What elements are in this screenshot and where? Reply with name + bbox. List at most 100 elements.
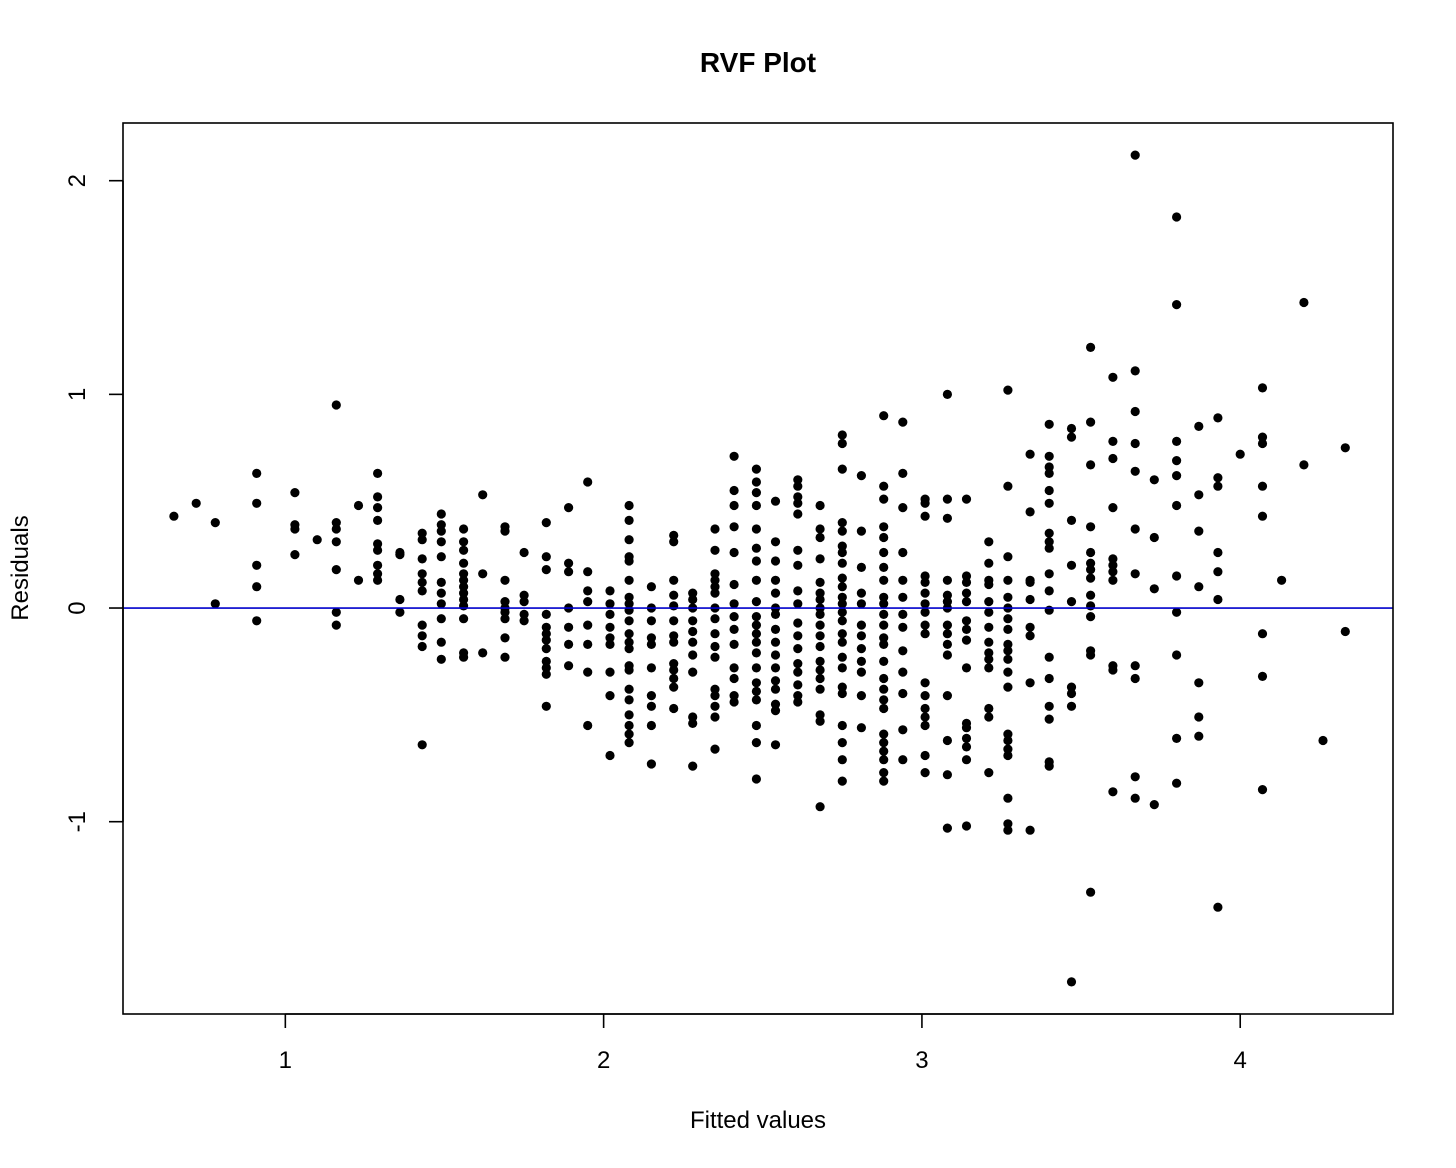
data-point <box>624 710 634 720</box>
data-point <box>1213 547 1223 558</box>
data-point <box>688 626 698 637</box>
data-point <box>837 518 847 528</box>
data-point <box>837 720 847 731</box>
data-point <box>1257 481 1268 491</box>
data-point <box>646 691 657 701</box>
data-point <box>1213 481 1223 491</box>
data-point <box>879 494 889 504</box>
data-point <box>353 575 364 585</box>
data-point <box>1044 462 1054 472</box>
data-point <box>564 567 574 577</box>
data-point <box>710 569 720 579</box>
data-point <box>898 688 908 699</box>
data-point <box>793 618 803 628</box>
data-point <box>1257 629 1268 639</box>
data-point <box>837 558 847 568</box>
data-point <box>856 526 867 536</box>
data-point <box>961 577 972 588</box>
data-point <box>837 573 847 583</box>
data-point <box>793 691 803 701</box>
data-point <box>793 697 803 707</box>
data-point <box>1257 438 1268 449</box>
data-point <box>1003 646 1013 656</box>
data-point <box>942 494 953 504</box>
data-point <box>710 684 720 694</box>
data-point <box>605 609 615 620</box>
data-point <box>331 537 341 547</box>
data-point <box>541 622 551 632</box>
data-point <box>541 552 551 562</box>
data-point <box>815 641 825 652</box>
data-point <box>898 592 908 602</box>
data-point <box>856 599 867 609</box>
data-point <box>210 599 220 609</box>
data-point <box>942 575 953 585</box>
data-point <box>500 597 510 607</box>
data-point <box>1003 735 1013 746</box>
data-point <box>646 639 657 650</box>
data-point <box>459 582 469 592</box>
data-point <box>669 590 679 600</box>
data-point <box>942 650 953 660</box>
data-point <box>500 607 510 617</box>
data-point <box>837 599 847 609</box>
data-point <box>793 481 803 491</box>
data-point <box>751 464 762 474</box>
plot-frame <box>122 122 1394 1015</box>
data-point <box>459 575 469 585</box>
data-point <box>1044 485 1054 496</box>
data-point <box>1086 573 1096 583</box>
data-point <box>373 560 383 570</box>
data-point <box>815 577 825 588</box>
data-point <box>331 607 341 617</box>
data-point <box>1086 650 1096 660</box>
data-point <box>729 500 739 511</box>
data-point <box>373 569 383 579</box>
data-point <box>710 701 720 711</box>
data-point <box>459 652 469 662</box>
data-point <box>1130 569 1140 579</box>
data-point <box>942 770 953 780</box>
x-tick-label: 2 <box>597 1047 610 1074</box>
data-point <box>710 614 720 624</box>
data-point <box>815 710 825 720</box>
data-point <box>837 430 847 440</box>
data-point <box>688 616 698 626</box>
data-point <box>815 588 825 598</box>
data-point <box>837 629 847 639</box>
data-point <box>500 633 510 643</box>
data-point <box>837 663 847 673</box>
data-point <box>879 746 889 756</box>
data-point <box>519 609 529 620</box>
data-point <box>1086 558 1096 568</box>
data-point <box>793 680 803 690</box>
data-point <box>210 518 220 528</box>
data-point <box>729 697 739 707</box>
data-point <box>879 656 889 667</box>
data-point <box>856 691 867 701</box>
data-point <box>793 509 803 519</box>
data-point <box>710 641 720 652</box>
data-point <box>920 703 930 714</box>
data-point <box>1172 500 1182 511</box>
data-point <box>624 665 634 675</box>
data-point <box>1066 423 1077 434</box>
data-point <box>1003 667 1013 677</box>
data-point <box>961 742 972 752</box>
data-point <box>942 691 953 701</box>
data-point <box>856 588 867 598</box>
data-point <box>436 520 446 530</box>
data-point <box>1149 800 1159 810</box>
data-point <box>751 488 762 498</box>
data-point <box>984 607 994 617</box>
data-point <box>541 701 551 711</box>
data-point <box>500 575 510 585</box>
data-point <box>373 575 383 585</box>
data-point <box>815 631 825 641</box>
data-point <box>624 684 634 694</box>
data-point <box>879 562 889 573</box>
data-point <box>373 468 383 478</box>
data-point <box>710 652 720 662</box>
data-point <box>331 400 341 410</box>
data-point <box>1044 714 1054 724</box>
